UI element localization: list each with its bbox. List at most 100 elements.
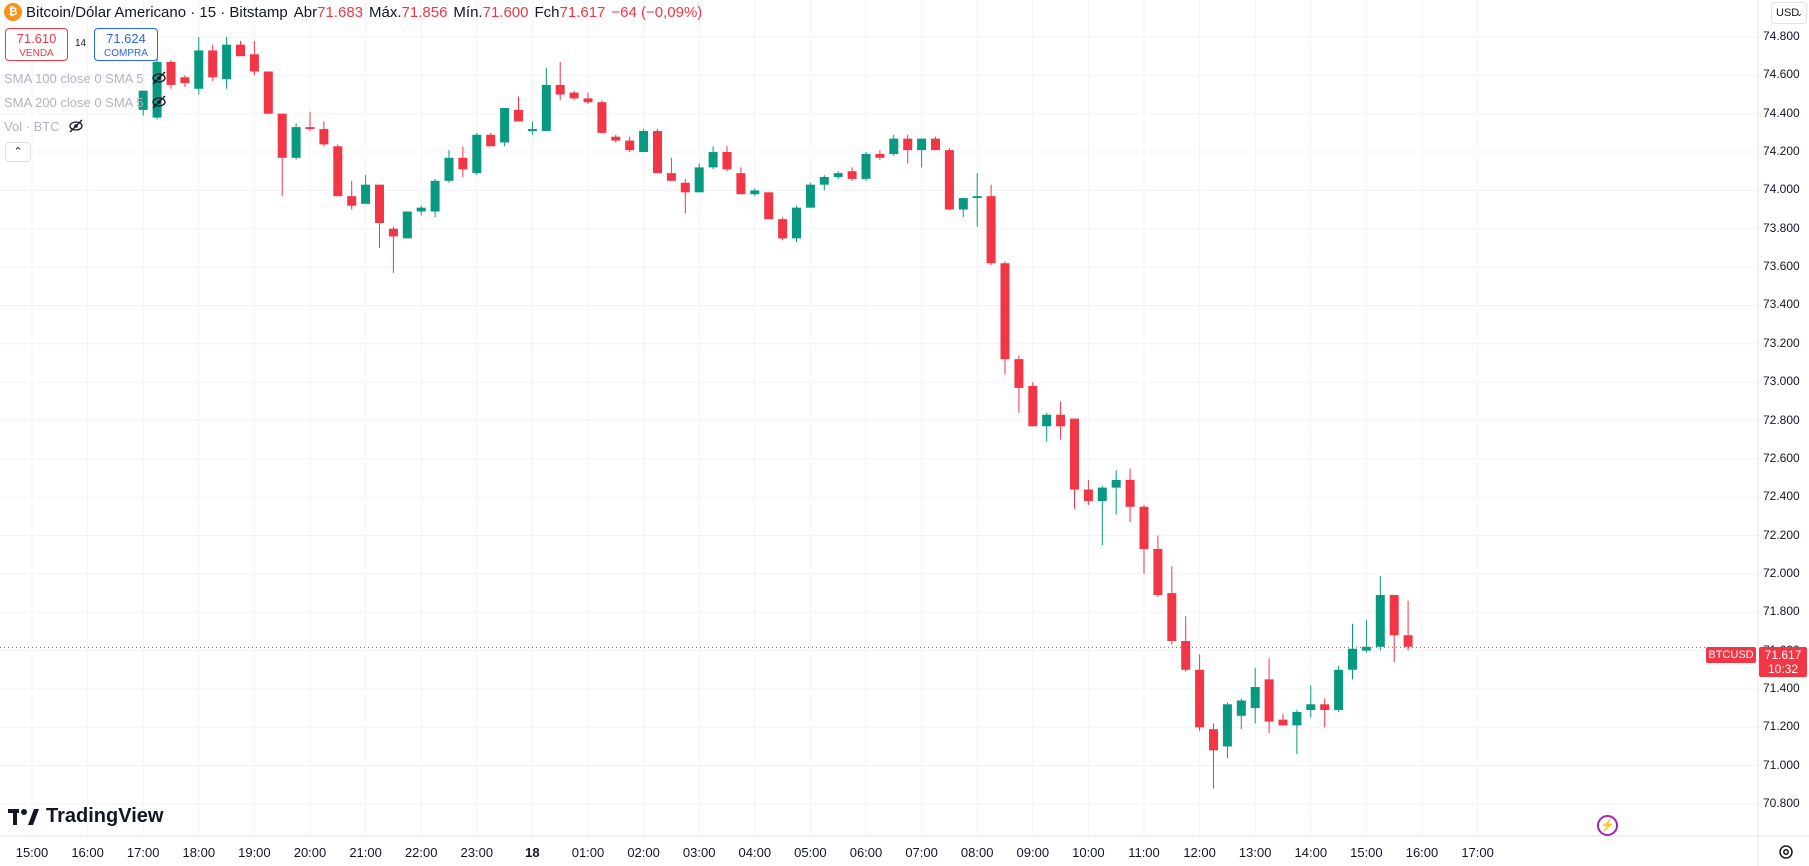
tradingview-icon: [8, 808, 39, 825]
logo-text: TradingView: [46, 805, 164, 827]
price-tick-label: 70.800: [1763, 796, 1800, 810]
price-tick-label: 71.800: [1763, 604, 1800, 619]
collapse-legend-button[interactable]: ⌃: [5, 142, 31, 162]
candle-body: [1014, 359, 1024, 388]
candle-body: [1167, 593, 1177, 642]
candle-body: [152, 61, 162, 118]
candle-body: [388, 228, 398, 237]
price-tick-label: 71.400: [1763, 680, 1800, 695]
time-tick-label: 15:00: [15, 845, 49, 860]
candle-body: [166, 61, 176, 85]
time-tick-label: 23:00: [460, 845, 494, 860]
candle-body: [458, 157, 468, 170]
candle-body: [889, 138, 899, 154]
sell-button[interactable]: 71.610 VENDA: [5, 28, 68, 61]
candle-body: [680, 182, 690, 193]
candle-body: [430, 180, 440, 212]
price-tick-label: 73.400: [1763, 297, 1800, 312]
time-tick-label: 17:00: [126, 845, 160, 860]
candle-body: [319, 129, 329, 145]
candle-body: [708, 152, 718, 168]
price-tick-label: 71.200: [1763, 719, 1800, 734]
current-price-tag: 71.617 10:32: [1759, 647, 1807, 677]
candle-body: [402, 211, 412, 239]
price-tick-label: 74.000: [1763, 182, 1800, 197]
buy-button[interactable]: 71.624 COMPRA: [94, 28, 158, 61]
candle-body: [1056, 414, 1066, 427]
candle-body: [486, 134, 496, 147]
candle-body: [1320, 704, 1330, 711]
indicator-volume[interactable]: Vol · BTC: [4, 118, 84, 134]
price-tick-label: 73.200: [1763, 335, 1800, 350]
low-label: Mín.: [453, 3, 483, 21]
candle-body: [472, 134, 482, 174]
time-tick-label: 01:00: [571, 845, 605, 860]
candle-body: [972, 196, 982, 199]
candle-body: [639, 130, 649, 153]
tradingview-logo[interactable]: TradingView: [8, 805, 163, 828]
chevron-down-icon: ⌄: [1795, 8, 1803, 18]
price-tick-label: 72.600: [1763, 450, 1800, 465]
candle-body: [236, 44, 245, 57]
indicator-sma-200[interactable]: SMA 200 close 0 SMA 5: [4, 94, 167, 110]
currency-select[interactable]: USD ⌄: [1771, 2, 1807, 24]
time-tick-label: 19:00: [238, 845, 271, 860]
candle-body: [500, 107, 510, 143]
time-tick-label: 06:00: [849, 845, 883, 860]
candle-body: [666, 173, 676, 181]
candle-body: [931, 138, 940, 151]
candle-body: [944, 150, 954, 210]
candle-body: [1250, 687, 1260, 709]
time-tick-label: 17:00: [1461, 845, 1494, 860]
time-tick-label: 22:00: [404, 845, 438, 860]
price-tick-label: 73.800: [1763, 220, 1800, 235]
eye-off-icon[interactable]: [151, 94, 167, 110]
time-tick-label: 03:00: [682, 845, 716, 860]
candle-body: [249, 54, 259, 72]
candle-body: [847, 171, 857, 179]
lightning-icon[interactable]: ⚡: [1597, 815, 1618, 836]
price-tick-label: 72.400: [1763, 489, 1800, 504]
candle-body: [1292, 711, 1302, 726]
symbol-title[interactable]: Bitcoin/Dólar Americano · 15 · Bitstamp: [26, 3, 288, 21]
gear-icon[interactable]: [1777, 843, 1795, 861]
current-price: 71.617: [1764, 648, 1802, 662]
candle-body: [958, 198, 968, 210]
time-tick-label: 18:00: [182, 845, 216, 860]
candle-body: [222, 44, 232, 80]
time-tick-label: 08:00: [960, 845, 994, 860]
price-tick-label: 74.600: [1763, 67, 1800, 82]
price-tick-label: 74.200: [1763, 144, 1800, 159]
candle-body: [917, 138, 927, 151]
time-tick-label: 04:00: [738, 845, 772, 860]
eye-off-icon[interactable]: [68, 118, 84, 134]
candle-body: [1334, 669, 1344, 711]
candle-body: [1278, 719, 1288, 726]
candle-body: [555, 84, 565, 95]
indicator-sma-100[interactable]: SMA 100 close 0 SMA 5: [4, 70, 167, 86]
current-symbol-tag: BTCUSD: [1706, 647, 1756, 663]
chevron-up-icon: ⌃: [13, 146, 23, 158]
candle-body: [1153, 548, 1163, 595]
change-value: −64 (−0,09%): [611, 3, 703, 21]
candle-body: [277, 113, 287, 158]
high-value: 71.856: [401, 3, 448, 21]
candle-body: [597, 102, 607, 133]
candle-body: [736, 173, 746, 195]
candle-body: [1222, 704, 1232, 747]
time-tick-label: 13:00: [1238, 845, 1272, 860]
price-tick-label: 72.800: [1763, 412, 1800, 427]
time-tick-label: 20:00: [293, 845, 327, 860]
low-value: 71.600: [482, 3, 529, 21]
candle-body: [625, 140, 635, 151]
candle-body: [1361, 646, 1371, 651]
candle-body: [1209, 729, 1218, 751]
candle-body: [819, 176, 829, 185]
sell-label: VENDA: [19, 48, 54, 59]
candle-body: [986, 196, 996, 264]
candle-body: [375, 184, 384, 223]
indicator-label: SMA 100 close 0 SMA 5: [4, 70, 144, 86]
eye-off-icon[interactable]: [151, 70, 167, 86]
candle-body: [138, 90, 148, 110]
